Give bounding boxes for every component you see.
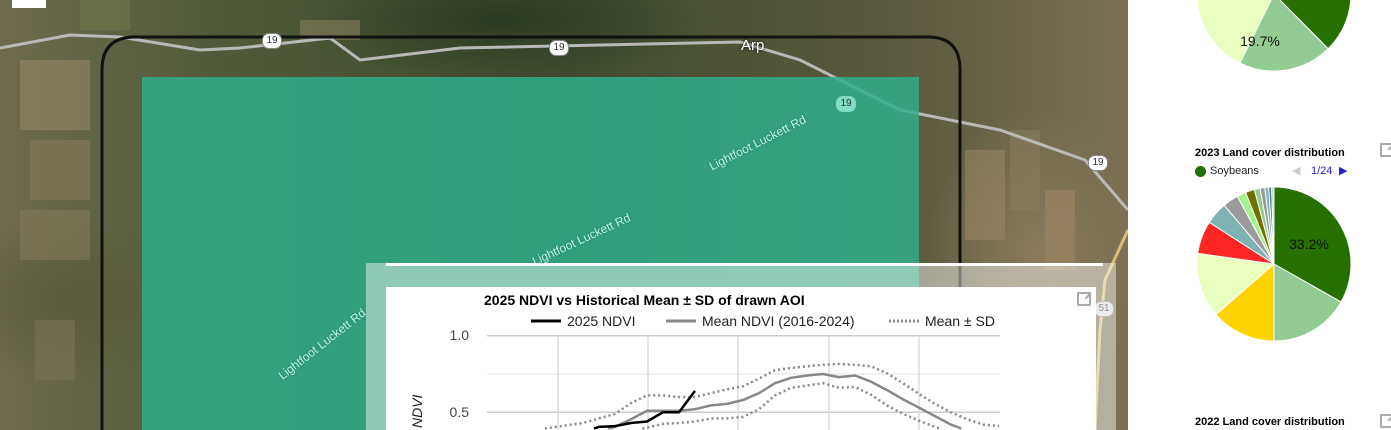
legend-sd[interactable]: Mean ± SD: [925, 313, 995, 329]
y-tick-label: 1.0: [450, 327, 470, 343]
pie-slice[interactable]: [1215, 262, 1275, 342]
expand-icon[interactable]: [1380, 414, 1391, 428]
legend-mean[interactable]: Mean NDVI (2016-2024): [702, 313, 855, 329]
map-control-button[interactable]: [12, 0, 46, 8]
route-shield: 19: [262, 33, 282, 49]
pie-slice-label: 33.2%: [1289, 236, 1329, 252]
legend-dot-icon: [1195, 166, 1206, 177]
legend-item-soybeans[interactable]: Soybeans: [1210, 165, 1259, 177]
pager-next-icon[interactable]: ▶: [1339, 165, 1348, 177]
pie-slice[interactable]: [1239, 0, 1329, 72]
pie-slice[interactable]: [1274, 0, 1352, 50]
pager-prev-icon[interactable]: ◀: [1292, 165, 1301, 177]
legend-2025[interactable]: 2025 NDVI: [567, 313, 635, 329]
highway-19-road: [0, 33, 1128, 211]
expand-icon[interactable]: [1380, 143, 1391, 157]
pie-slice[interactable]: [1273, 263, 1342, 342]
route-shield: 19: [549, 40, 569, 56]
chart-title: 2025 NDVI vs Historical Mean ± SD of dra…: [484, 292, 805, 308]
pie-slice[interactable]: [1273, 186, 1352, 303]
pie-slice[interactable]: [1196, 0, 1274, 64]
pager-count: 1/24: [1311, 165, 1333, 177]
expand-icon[interactable]: [1077, 292, 1091, 306]
chart-title-2022: 2022 Land cover distribution: [1195, 416, 1345, 428]
chart-title-2023: 2023 Land cover distribution: [1195, 147, 1345, 159]
y-axis-label: NDVI: [409, 394, 425, 428]
y-tick-label: 0.5: [450, 404, 470, 420]
pie-chart-top: [1196, 0, 1352, 72]
pie-slice[interactable]: [1271, 186, 1275, 265]
place-label: Arp: [741, 37, 765, 54]
route-shield: 19: [1088, 155, 1108, 171]
pie-slice-label: 19.7%: [1240, 33, 1280, 49]
route-shield: 19: [836, 96, 856, 112]
series-line-mean-ndvi: [607, 372, 962, 430]
boundary-outline: [100, 35, 962, 430]
chart-panel-divider: [386, 263, 1103, 266]
ndvi-chart-panel: [386, 287, 1096, 430]
pie-chart-2023: [1196, 186, 1352, 342]
series-line-2025-ndvi: [593, 390, 697, 430]
pie-slice[interactable]: [1196, 252, 1276, 316]
